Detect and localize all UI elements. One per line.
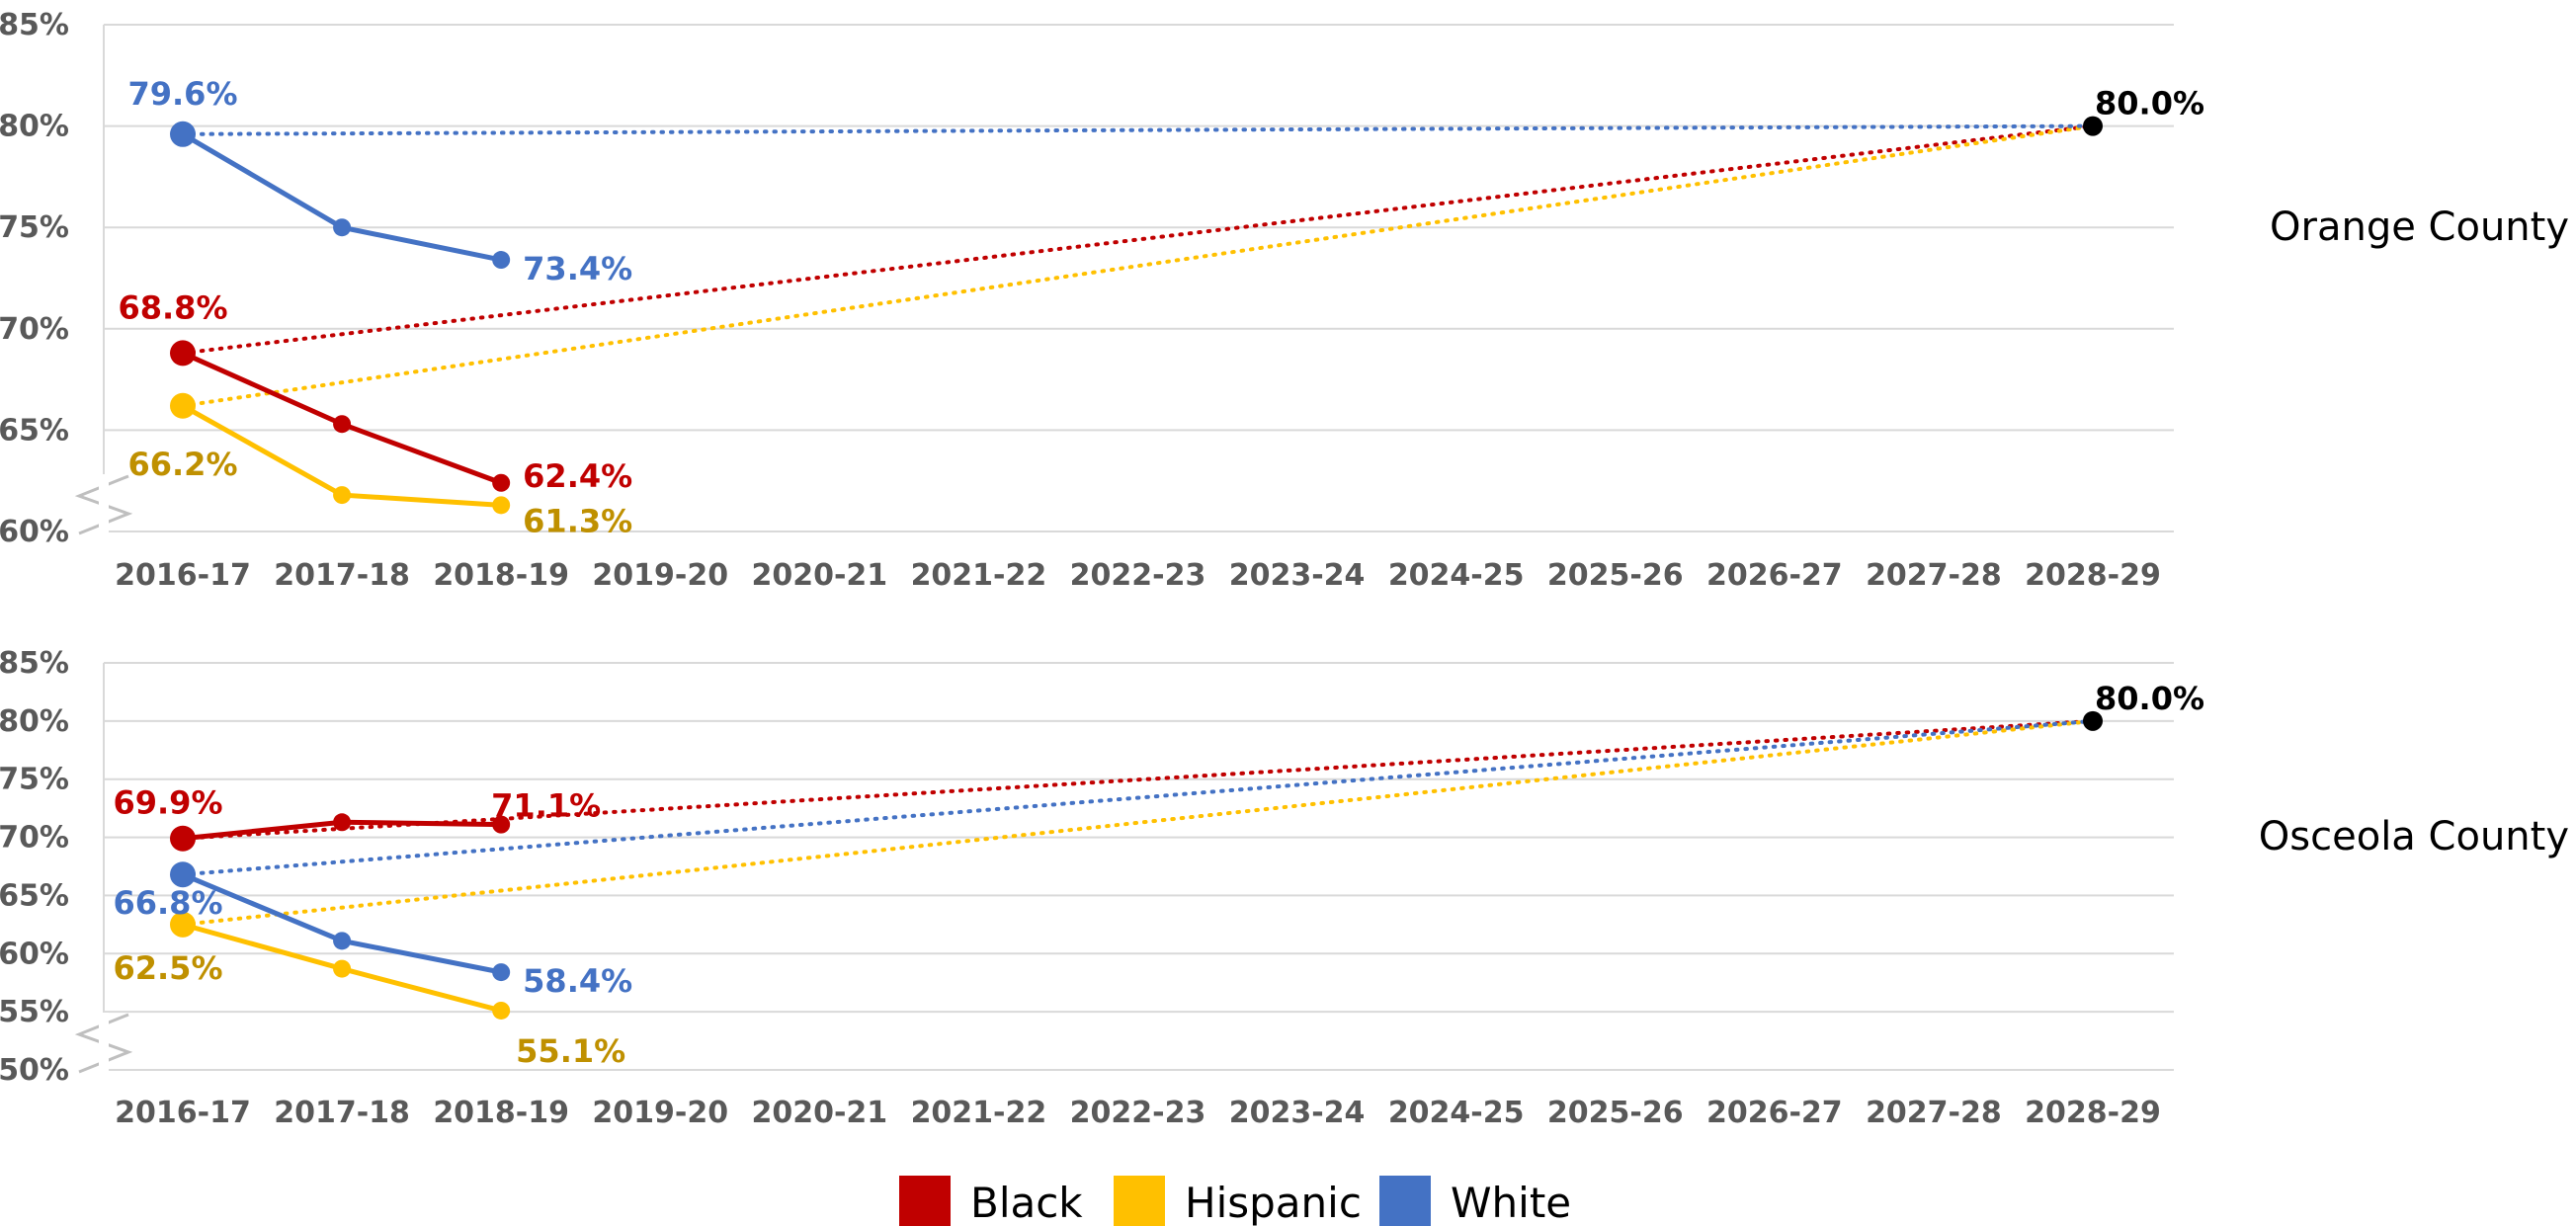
data-point-hispanic: [492, 1001, 511, 1020]
x-tick-label: 2016-17: [115, 558, 251, 593]
target-point: [2083, 116, 2103, 136]
legend-label-white: White: [1451, 1179, 1571, 1226]
data-point-hispanic: [170, 911, 196, 938]
county-label: Orange County: [2270, 204, 2569, 250]
legend-label-hispanic: Hispanic: [1185, 1179, 1362, 1226]
y-tick-label: 70%: [0, 821, 69, 856]
data-point-hispanic: [333, 486, 352, 505]
osceola-county-chart: 50% 55% 60% 65% 70% 75% 80% 85% 2016-17 2017-18 20…: [0, 646, 2569, 1130]
legend: Black Hispanic White: [899, 1176, 1571, 1226]
legend-swatch-hispanic: [1114, 1176, 1165, 1226]
county-label: Osceola County: [2259, 814, 2569, 859]
data-label-last: 62.4%: [523, 457, 632, 495]
data-point-black: [333, 813, 352, 832]
x-tick-label: 2016-17: [115, 1096, 251, 1130]
x-tick-label: 2027-28: [1866, 1096, 2002, 1130]
data-point-black: [333, 415, 352, 434]
x-tick-label: 2019-20: [592, 558, 728, 593]
projection-line-hispanic: [181, 123, 2095, 408]
axis-break-gap: [99, 1013, 109, 1076]
projection-line-hispanic: [181, 718, 2095, 927]
x-tick-label: 2026-27: [1706, 558, 1843, 593]
x-tick-label: 2017-18: [274, 1096, 410, 1130]
series-line-white: [181, 131, 502, 263]
data-point-hispanic: [170, 392, 196, 419]
x-tick-label: 2025-26: [1547, 1096, 1684, 1130]
data-label-last: 55.1%: [516, 1032, 625, 1070]
x-tick-label: 2024-25: [1388, 1096, 1525, 1130]
data-label-first: 68.8%: [118, 288, 227, 326]
data-label-last: 71.1%: [491, 787, 601, 825]
data-point-black: [492, 815, 511, 834]
data-label-last: 58.4%: [523, 962, 632, 1000]
x-tick-label: 2024-25: [1388, 558, 1525, 593]
y-tick-label: 75%: [0, 210, 69, 245]
x-tick-label: 2020-21: [751, 1096, 887, 1130]
data-label-last: 73.4%: [523, 250, 632, 287]
target-point: [2083, 710, 2103, 731]
data-label-first: 66.2%: [127, 446, 237, 483]
x-tick-label: 2018-19: [433, 558, 569, 593]
y-tick-label: 60%: [0, 515, 69, 549]
y-tick-label: 65%: [0, 413, 69, 448]
x-tick-label: 2018-19: [433, 1096, 569, 1130]
x-tick-label: 2022-23: [1070, 558, 1206, 593]
y-tick-label: 80%: [0, 110, 69, 144]
legend-swatch-black: [899, 1176, 951, 1226]
data-point-black: [492, 473, 511, 492]
y-tick-label: 85%: [0, 8, 69, 42]
orange-county-chart: 60% 65% 70% 75% 80% 85% 2016-17 2017-18 2018-19 2…: [0, 8, 2569, 593]
y-tick-label: 55%: [0, 995, 69, 1029]
y-tick-label: 60%: [0, 937, 69, 971]
y-tick-label: 50%: [0, 1053, 69, 1088]
target-label: 80.0%: [2095, 680, 2204, 717]
projection-line-white: [181, 718, 2095, 877]
y-tick-label: 65%: [0, 878, 69, 913]
x-tick-label: 2021-22: [911, 558, 1047, 593]
x-tick-label: 2020-21: [751, 558, 887, 593]
data-label-first: 66.8%: [113, 884, 222, 922]
projection-line-black: [181, 123, 2095, 356]
data-label-first: 79.6%: [127, 75, 237, 113]
x-tick-label: 2023-24: [1229, 558, 1366, 593]
y-tick-label: 75%: [0, 763, 69, 797]
data-label-first: 62.5%: [113, 949, 222, 987]
data-point-black: [170, 340, 196, 367]
projection-line-white: [181, 123, 2095, 136]
y-tick-label: 80%: [0, 704, 69, 739]
x-tick-label: 2028-29: [2025, 558, 2161, 593]
axis-break-gap: [99, 474, 109, 537]
y-tick-label: 85%: [0, 646, 69, 681]
data-point-white: [333, 218, 352, 237]
y-tick-label: 70%: [0, 312, 69, 347]
legend-swatch-white: [1379, 1176, 1431, 1226]
data-label-first: 69.9%: [113, 784, 222, 822]
x-tick-label: 2021-22: [911, 1096, 1047, 1130]
x-tick-label: 2023-24: [1229, 1096, 1366, 1130]
data-point-black: [170, 825, 196, 852]
data-point-white: [492, 963, 511, 982]
data-point-white: [492, 251, 511, 270]
x-tick-label: 2022-23: [1070, 1096, 1206, 1130]
x-tick-label: 2028-29: [2025, 1096, 2161, 1130]
x-tick-label: 2026-27: [1706, 1096, 1843, 1130]
data-label-last: 61.3%: [523, 502, 632, 539]
target-label: 80.0%: [2095, 85, 2204, 123]
data-point-white: [333, 932, 352, 950]
data-point-white: [170, 861, 196, 888]
data-point-hispanic: [333, 959, 352, 978]
x-tick-label: 2019-20: [592, 1096, 728, 1130]
legend-label-black: Black: [970, 1179, 1083, 1226]
x-tick-label: 2017-18: [274, 558, 410, 593]
series-line-white: [182, 871, 502, 975]
data-point-white: [170, 121, 196, 147]
data-point-hispanic: [492, 496, 511, 515]
x-tick-label: 2027-28: [1866, 558, 2002, 593]
x-tick-label: 2025-26: [1547, 558, 1684, 593]
